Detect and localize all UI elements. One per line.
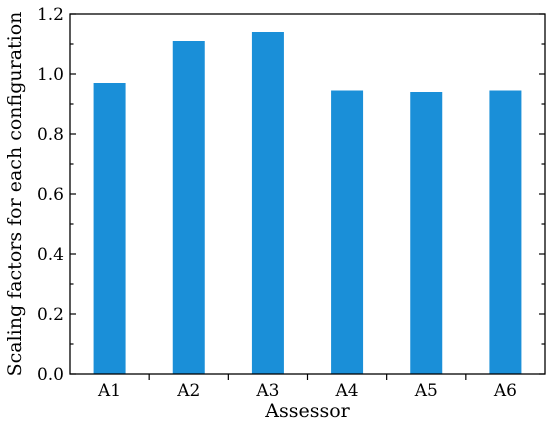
bar-a2 <box>172 41 205 374</box>
bar-a4 <box>331 90 364 374</box>
y-tick-label: 1.0 <box>37 65 64 85</box>
x-ticks-group: A1 A2 A3 A4 A5 A6 <box>97 374 517 401</box>
y-ticks-group: 0.0 0.2 0.4 0.6 0.8 1.0 1.2 <box>37 5 545 385</box>
x-axis-title: Assessor <box>264 400 350 422</box>
y-tick-label: 1.2 <box>37 5 64 25</box>
y-tick-label: 0.8 <box>37 125 64 145</box>
x-tick-label: A6 <box>493 381 517 401</box>
x-tick-label: A4 <box>335 381 359 401</box>
x-tick-label: A2 <box>176 381 200 401</box>
plot-frame <box>69 13 546 375</box>
y-tick-label: 0.6 <box>37 185 64 205</box>
y-axis-title: Scaling factors for each configuration <box>4 12 26 377</box>
x-tick-label: A3 <box>255 381 279 401</box>
y-tick-label: 0.2 <box>37 305 64 325</box>
bar-a1 <box>93 83 126 374</box>
x-tick-label: A5 <box>414 381 438 401</box>
y-tick-label: 0.4 <box>37 245 64 265</box>
x-tick-label: A1 <box>97 381 121 401</box>
y-tick-label: 0.0 <box>37 365 64 385</box>
bar-a5 <box>410 92 443 374</box>
bar-a3 <box>251 32 284 374</box>
axes-group <box>69 13 546 375</box>
bars-group <box>93 32 522 374</box>
bar-a6 <box>489 90 522 374</box>
